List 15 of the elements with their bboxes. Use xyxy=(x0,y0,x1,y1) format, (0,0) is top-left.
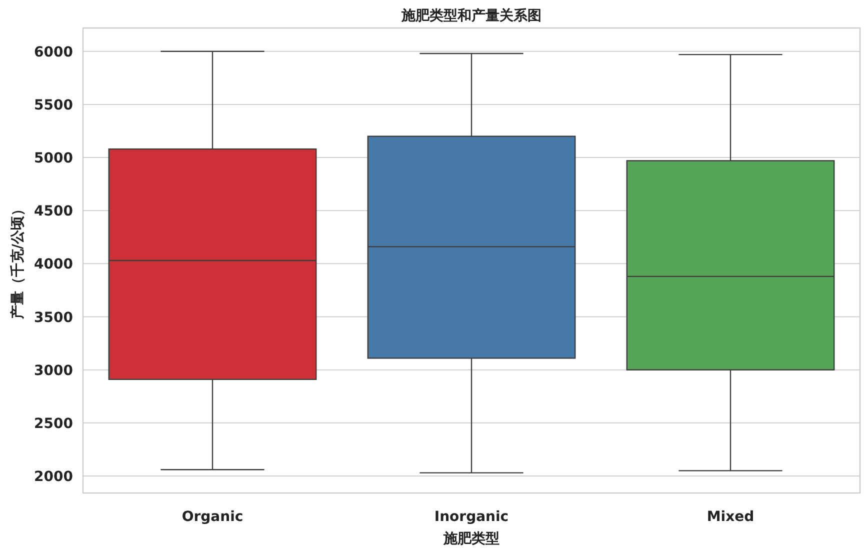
y-tick-label: 4500 xyxy=(34,204,74,220)
y-tick-label: 5000 xyxy=(34,150,74,167)
y-axis-title: 产量（千克/公顷） xyxy=(9,202,26,320)
y-tick-label: 3000 xyxy=(34,362,74,379)
y-tick-label: 5500 xyxy=(34,97,74,114)
y-tick-label: 2000 xyxy=(34,469,74,486)
x-tick-label: Inorganic xyxy=(434,509,509,525)
y-tick-label: 4000 xyxy=(34,256,74,273)
y-tick-label: 3500 xyxy=(34,310,74,326)
y-tick-label: 2500 xyxy=(34,416,74,432)
chart-title: 施肥类型和产量关系图 xyxy=(400,7,542,24)
x-axis-title: 施肥类型 xyxy=(442,531,500,547)
x-tick-label: Mixed xyxy=(706,509,754,525)
x-tick-label: Organic xyxy=(182,509,244,525)
y-tick-label: 6000 xyxy=(34,44,74,60)
